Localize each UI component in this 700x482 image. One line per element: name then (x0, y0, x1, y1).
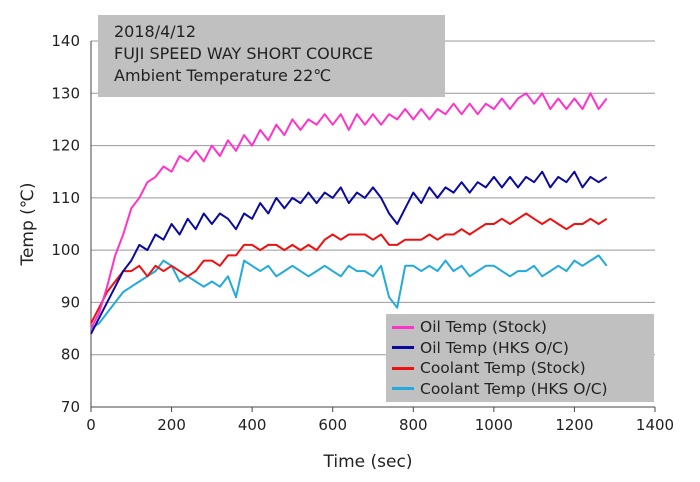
legend-swatch (392, 346, 414, 350)
legend-swatch (392, 366, 414, 370)
x-tick-label: 1200 (555, 416, 593, 434)
x-tick-label: 200 (157, 416, 186, 434)
annotation-date: 2018/4/12 (114, 22, 197, 41)
y-tick-label: 120 (51, 137, 80, 155)
legend-item-coolant-stock: Coolant Temp (Stock) (392, 358, 654, 379)
legend-label: Oil Temp (HKS O/C) (420, 338, 569, 357)
legend-swatch (392, 387, 414, 391)
x-tick-label: 600 (318, 416, 347, 434)
y-tick-label: 110 (51, 189, 80, 207)
legend: Oil Temp (Stock) Oil Temp (HKS O/C) Cool… (386, 314, 654, 402)
x-tick-label: 1400 (636, 416, 674, 434)
y-tick-label: 80 (61, 346, 80, 364)
legend-label: Coolant Temp (HKS O/C) (420, 379, 608, 398)
y-tick-label: 140 (51, 32, 80, 50)
y-tick-label: 70 (61, 398, 80, 416)
x-tick-label: 800 (399, 416, 428, 434)
x-tick-label: 400 (238, 416, 267, 434)
annotation-box: 2018/4/12 FUJI SPEED WAY SHORT COURCE Am… (98, 15, 445, 97)
annotation-venue: FUJI SPEED WAY SHORT COURCE (114, 44, 374, 63)
x-tick-label: 1000 (475, 416, 513, 434)
y-tick-label: 130 (51, 84, 80, 102)
series-line-oil-temp-hks-o-c- (90, 170, 608, 335)
series-line-coolant-temp-stock- (90, 212, 608, 324)
y-tick-label: 90 (61, 293, 80, 311)
legend-label: Coolant Temp (Stock) (420, 359, 586, 377)
annotation-ambient: Ambient Temperature 22℃ (114, 66, 332, 85)
y-tick-label: 100 (51, 241, 80, 259)
legend-label: Oil Temp (Stock) (420, 318, 547, 336)
x-axis-title: Time (sec) (323, 452, 413, 472)
y-axis-title: Temp (℃) (18, 182, 38, 266)
legend-item-coolant-hks: Coolant Temp (HKS O/C) (392, 379, 654, 400)
legend-swatch (392, 325, 414, 329)
legend-item-oil-hks: Oil Temp (HKS O/C) (392, 338, 654, 359)
series-line-coolant-temp-hks-o-c- (90, 254, 608, 330)
legend-item-oil-stock: Oil Temp (Stock) (392, 317, 654, 338)
series-line-oil-temp-stock- (90, 92, 608, 330)
x-tick-label: 0 (86, 416, 96, 434)
